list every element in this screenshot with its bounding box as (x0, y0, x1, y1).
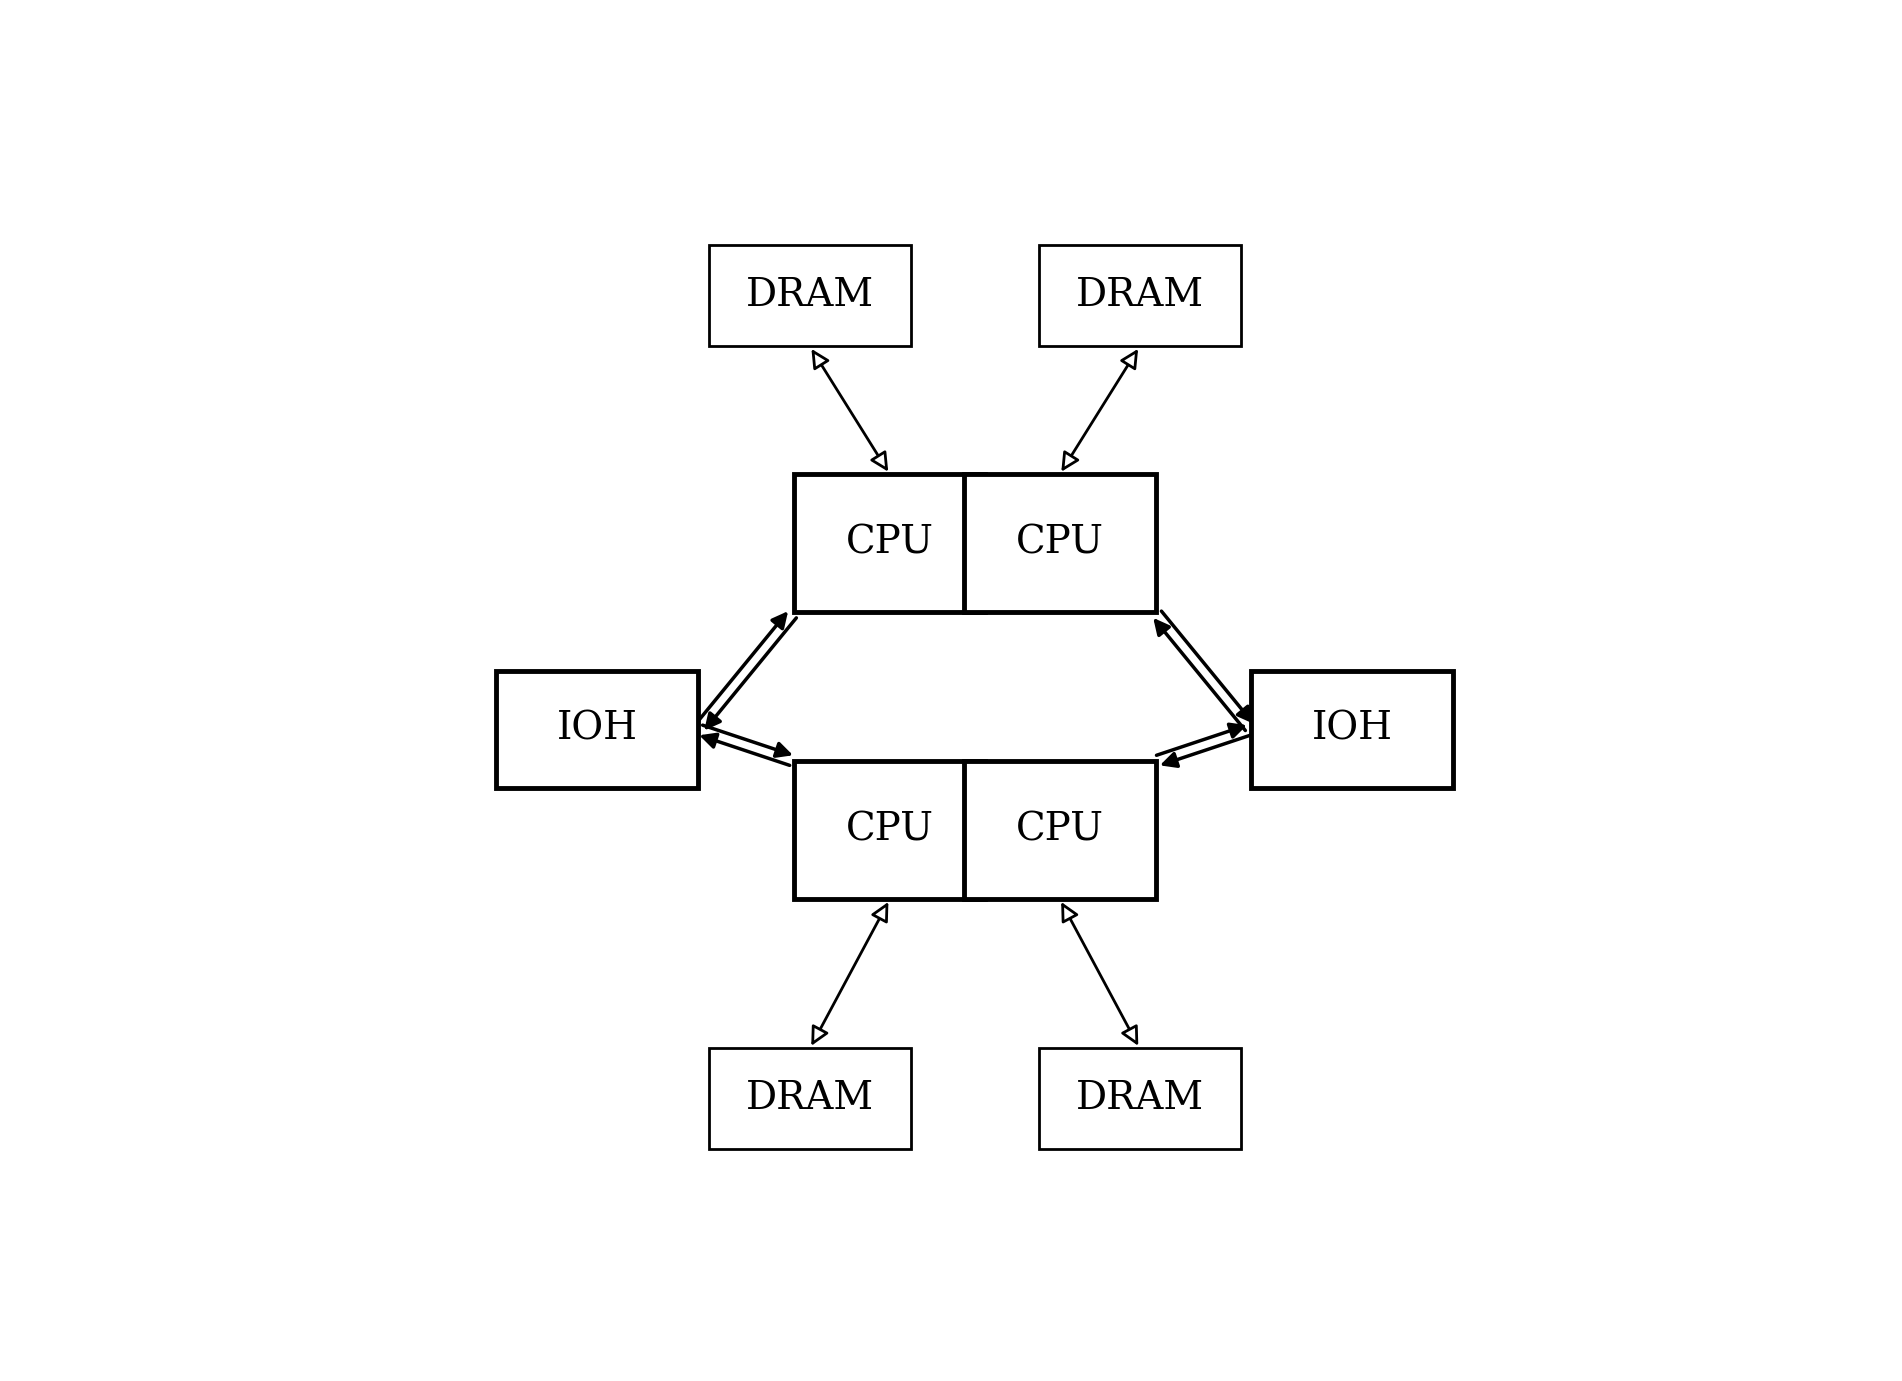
Bar (964, 761, 1156, 899)
Bar (496, 671, 698, 787)
Text: CPU: CPU (1016, 525, 1103, 562)
Text: DRAM: DRAM (1075, 278, 1204, 315)
Text: IOH: IOH (1312, 711, 1392, 747)
Text: CPU: CPU (846, 525, 934, 562)
Bar (964, 474, 1156, 612)
Text: DRAM: DRAM (746, 1080, 875, 1117)
Bar (1252, 671, 1453, 787)
Text: DRAM: DRAM (1075, 1080, 1204, 1117)
Bar (709, 1048, 911, 1149)
Text: IOH: IOH (557, 711, 637, 747)
Text: CPU: CPU (1016, 812, 1103, 849)
Text: CPU: CPU (846, 812, 934, 849)
Bar (1038, 1048, 1240, 1149)
Bar (709, 246, 911, 347)
Bar (793, 474, 985, 612)
Text: DRAM: DRAM (746, 278, 875, 315)
Bar (1038, 246, 1240, 347)
Bar (793, 761, 985, 899)
